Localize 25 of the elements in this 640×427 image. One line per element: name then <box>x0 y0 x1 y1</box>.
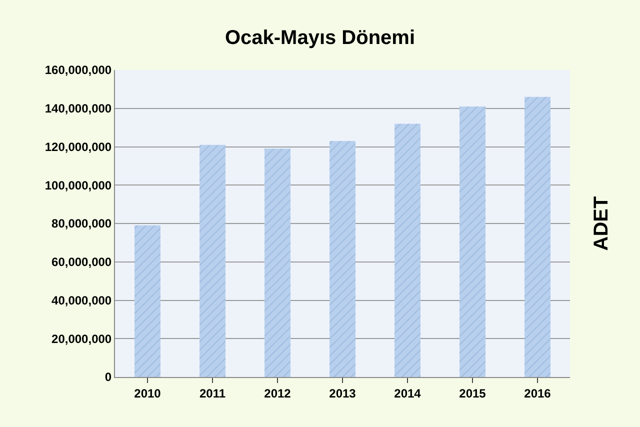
chart-title: Ocak-Mayıs Dönemi <box>224 26 416 49</box>
y-tick-label: 160,000,000 <box>44 63 112 78</box>
y-tick-label: 80,000,000 <box>52 216 112 231</box>
x-tick-label: 2016 <box>524 386 552 400</box>
y-tick-label: 120,000,000 <box>44 140 112 154</box>
x-tick-label: 2011 <box>199 386 226 400</box>
x-tick-label: 2012 <box>264 386 292 400</box>
y-tick-label: 60,000,000 <box>52 255 112 270</box>
x-tick-label: 2013 <box>329 386 356 400</box>
y-tick-label: 40,000,000 <box>52 293 112 308</box>
bar <box>200 144 226 377</box>
x-tick-label: 2010 <box>134 386 162 400</box>
bar <box>524 96 550 377</box>
bar <box>330 140 356 377</box>
y-tick-label: 20,000,000 <box>52 332 112 346</box>
y-tick-label: 100,000,000 <box>44 178 112 192</box>
y-tick-label: 140,000,000 <box>44 102 112 116</box>
bar <box>264 148 290 377</box>
bar <box>460 106 486 377</box>
x-tick-label: 2015 <box>459 386 486 400</box>
bar <box>134 225 160 377</box>
y-tick-label: 0 <box>104 370 112 384</box>
bar <box>394 124 420 377</box>
y-axis-title: ADET <box>590 196 613 251</box>
x-tick-label: 2014 <box>394 386 422 400</box>
